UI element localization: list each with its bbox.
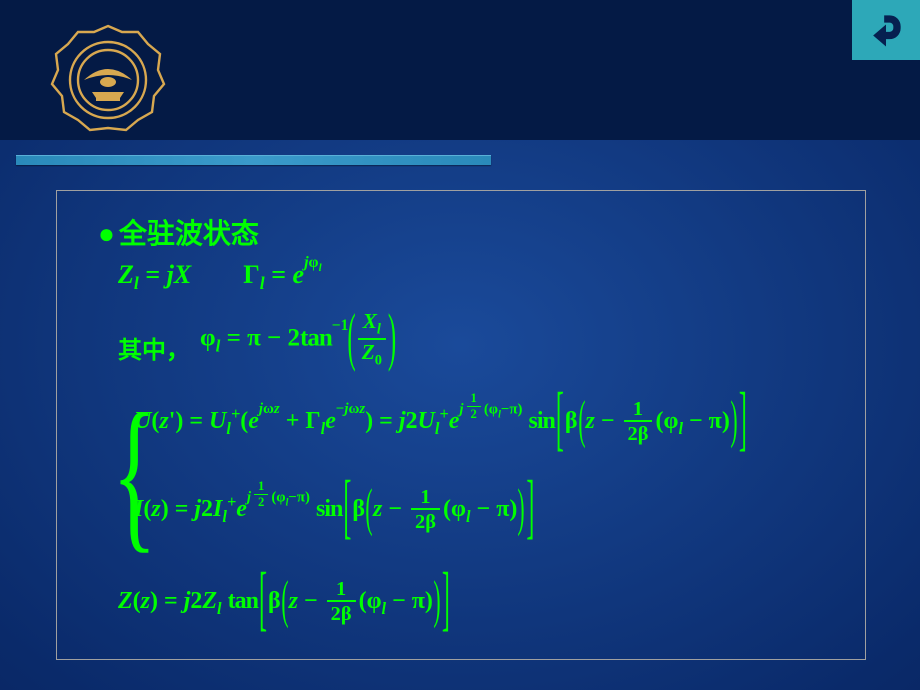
university-seal-icon (48, 20, 168, 140)
equation-line-1: Zl = jXΓl = ejφl (118, 260, 322, 294)
heading-text: 全驻波状态 (119, 219, 259, 250)
title-underline-bar (16, 155, 491, 165)
equation-brace-1: U(z') = Ul+(ejωz + Γle−jωz) = j2Ul+ej12(… (134, 398, 748, 447)
heading-bullet: ● (98, 219, 115, 250)
equation-line-2: φl = π − 2tan−1(XlZ0) (200, 310, 395, 370)
equation-line-4: Z(z) = j2Zl tan[β(z − 12β(φl − π))] (118, 578, 451, 627)
equation-line-2-label: 其中， (118, 330, 190, 365)
u-turn-icon (864, 8, 908, 52)
return-button[interactable] (852, 0, 920, 60)
equation-brace-2: I(z) = j2Il+ej12(φl−π) sin[β(z − 12β(φl … (134, 486, 535, 535)
slide-heading: ●全驻波状态 (98, 212, 259, 252)
left-brace: { (112, 388, 122, 558)
